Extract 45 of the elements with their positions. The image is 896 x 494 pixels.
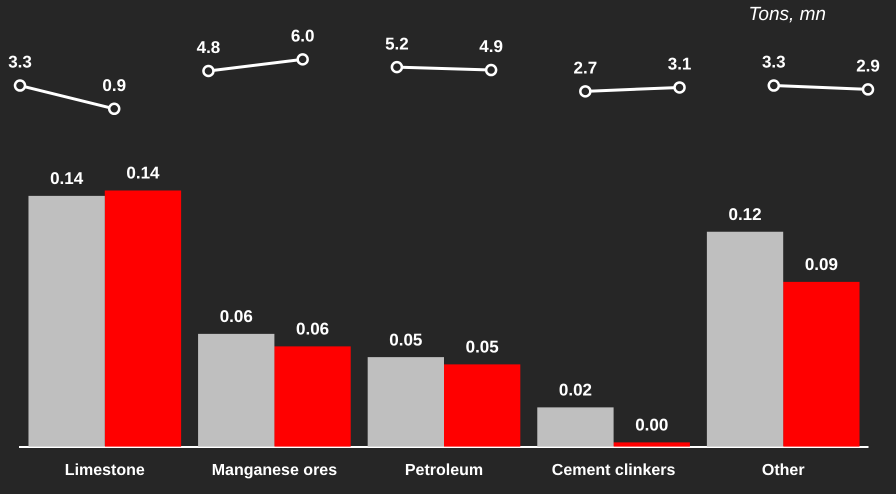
data-label: 0.06	[296, 320, 330, 339]
data-label: 0.02	[558, 380, 592, 400]
point	[390, 60, 404, 74]
bar	[444, 364, 520, 447]
point	[579, 85, 592, 98]
data-label: 2.7	[574, 58, 598, 78]
bar	[537, 407, 614, 447]
data-label: 0.14	[50, 169, 84, 188]
data-label: 6.0	[290, 26, 314, 46]
point	[108, 102, 120, 116]
data-label: 0.00	[635, 416, 668, 435]
bar	[28, 196, 105, 447]
data-label: 5.2	[385, 34, 409, 54]
point	[14, 79, 26, 92]
text: Tons, mn	[748, 4, 826, 26]
data-label: 4.8	[196, 38, 220, 58]
point	[862, 83, 874, 96]
point	[484, 64, 498, 76]
data-label: 0.05	[389, 330, 422, 350]
data-label: 0.06	[220, 307, 253, 326]
data-label: 3.3	[8, 52, 32, 72]
data-label: 2.9	[856, 56, 880, 76]
data-label: 0.12	[728, 204, 762, 224]
x-tick-label: Limestone	[64, 462, 145, 479]
x-tick-label: Manganese ores	[212, 462, 338, 479]
point	[202, 64, 215, 78]
data-label: 0.9	[102, 76, 126, 95]
bar	[368, 357, 444, 447]
data-label: 0.05	[466, 338, 499, 357]
point	[768, 79, 780, 92]
bar	[104, 190, 182, 447]
point	[673, 81, 686, 94]
x-tick-label: Petroleum	[404, 462, 484, 479]
bar	[198, 334, 274, 447]
data-label: 3.3	[762, 52, 786, 72]
point	[296, 53, 309, 66]
x-tick-label: Cement clinkers	[552, 462, 676, 479]
data-label: 0.14	[126, 164, 160, 183]
x-tick-label: Other	[762, 462, 805, 479]
data-label: 3.1	[668, 54, 692, 74]
data-label: 4.9	[479, 37, 503, 56]
bar	[274, 346, 351, 447]
bar	[706, 232, 784, 447]
bar	[783, 282, 860, 447]
data-label: 0.09	[804, 255, 838, 274]
